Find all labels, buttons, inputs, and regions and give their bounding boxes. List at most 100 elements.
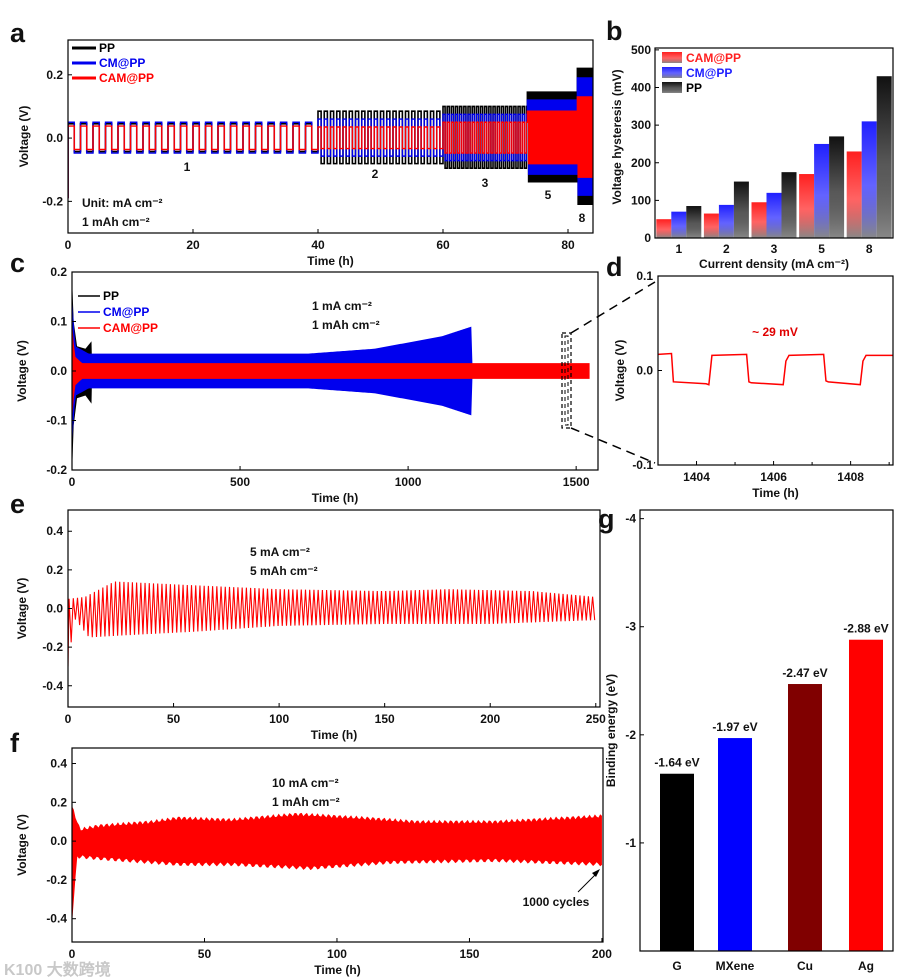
y-tick-label: -0.2 <box>42 640 63 654</box>
y-axis-label: Binding energy (eV) <box>604 674 618 787</box>
x-axis-label: Time (h) <box>312 491 358 505</box>
x-tick-label: 2 <box>723 242 730 256</box>
panel-letter-d: d <box>606 252 623 282</box>
bar-cm-pp <box>766 192 782 238</box>
panel-d-frame <box>657 275 894 466</box>
x-tick-label: 8 <box>866 242 873 256</box>
panel-f-frame <box>71 747 604 943</box>
panel-f-plot <box>72 806 602 925</box>
panel-a-plot <box>68 67 593 206</box>
panel-e-plot <box>68 581 596 667</box>
series-line-cam-pp <box>68 96 593 199</box>
y-tick-label: -3 <box>625 620 636 634</box>
bar-cam-pp <box>846 151 862 238</box>
x-tick-label: 50 <box>198 947 212 961</box>
unit-annotation: Unit: mA cm⁻² <box>82 196 163 210</box>
x-tick-label: 150 <box>375 712 395 726</box>
rate-annotation: 10 mA cm⁻² <box>272 776 339 790</box>
y-tick-label: -1 <box>625 836 636 850</box>
panel-f-axes: 0 50 100 150 200 -0.4 -0.2 0.0 0.2 0.4 Time (h) Vol… <box>15 757 612 977</box>
x-tick-label: 150 <box>459 947 479 961</box>
legend-label: CM@PP <box>103 305 149 319</box>
legend-swatch <box>662 52 682 63</box>
legend-swatch <box>662 67 682 78</box>
bar-value-label: -1.64 eV <box>654 756 699 770</box>
legend-label: CM@PP <box>99 56 145 70</box>
zoom-region-box <box>561 332 572 429</box>
capacity-annotation: 1 mAh cm⁻² <box>312 318 380 332</box>
bar-cam-pp <box>703 213 719 238</box>
x-axis-label: Time (h) <box>307 254 353 268</box>
rate-label: 8 <box>579 211 586 225</box>
x-tick-label: 20 <box>186 238 200 252</box>
capacity-annotation: 1 mAh cm⁻² <box>82 215 150 229</box>
y-tick-label: 0.0 <box>46 131 63 145</box>
rate-label: 3 <box>482 176 489 190</box>
y-tick-label: 0.0 <box>50 834 67 848</box>
bar-cu <box>788 684 822 951</box>
x-tick-label: 200 <box>592 947 612 961</box>
capacity-annotation: 5 mAh cm⁻² <box>250 564 318 578</box>
panel-letter-e: e <box>10 489 25 519</box>
y-axis-label: Voltage (V) <box>613 340 627 402</box>
capacity-annotation: 1 mAh cm⁻² <box>272 795 340 809</box>
x-tick-label: MXene <box>716 959 755 973</box>
x-tick-label: 60 <box>436 238 450 252</box>
y-tick-label: 500 <box>631 43 651 57</box>
y-axis-label: Voltage (V) <box>15 814 29 876</box>
watermark: K100 大数跨境 <box>4 960 111 977</box>
bar-ag <box>849 639 883 951</box>
legend-label: CAM@PP <box>99 71 154 85</box>
legend-label: PP <box>103 289 119 303</box>
y-tick-label: 0.0 <box>50 364 67 378</box>
legend-label: CAM@PP <box>686 51 741 65</box>
panel-g-frame <box>639 509 894 952</box>
bar-pp <box>686 206 702 238</box>
y-tick-label: -0.2 <box>46 463 67 477</box>
panel-a-frame <box>67 39 594 234</box>
y-tick-label: -2 <box>625 728 636 742</box>
y-tick-label: -0.2 <box>46 873 67 887</box>
panel-c-axes: 0 500 1000 1500 -0.2 -0.1 0.0 0.1 0.2 Time (h) Vol… <box>15 265 590 505</box>
y-tick-label: 0.2 <box>50 265 67 279</box>
bar-pp <box>733 181 749 238</box>
x-tick-label: 3 <box>771 242 778 256</box>
x-tick-label: 50 <box>167 712 181 726</box>
zoom-connector-bottom <box>570 427 656 464</box>
panel-d-plot <box>658 352 893 386</box>
x-axis-label: Time (h) <box>311 728 357 742</box>
legend-swatch <box>662 82 682 93</box>
panel-letter-b: b <box>606 16 623 46</box>
y-tick-label: 0.4 <box>50 757 67 771</box>
y-tick-label: -0.1 <box>632 458 653 472</box>
x-tick-label: 0 <box>69 947 76 961</box>
hysteresis-annotation: ~ 29 mV <box>752 325 798 339</box>
zoom-region-box-inner <box>564 335 569 426</box>
y-tick-label: 0.2 <box>50 795 67 809</box>
y-axis-label: Voltage (V) <box>15 340 29 402</box>
y-tick-label: -0.4 <box>46 912 67 926</box>
bar-cam-pp <box>656 219 672 238</box>
y-tick-label: 0.2 <box>46 68 63 82</box>
legend-label: CAM@PP <box>103 321 158 335</box>
bar-cm-pp <box>718 204 734 238</box>
zoom-connector-top <box>570 281 656 334</box>
panel-b-frame <box>654 47 894 239</box>
x-tick-label: 40 <box>311 238 325 252</box>
bar-mxene <box>718 738 752 951</box>
x-tick-label: 1404 <box>683 470 710 484</box>
series-line-cam-pp <box>658 352 893 386</box>
bar-value-label: -2.88 eV <box>843 622 888 636</box>
legend-label: CM@PP <box>686 66 732 80</box>
x-tick-label: Ag <box>858 959 874 973</box>
bar-cam-pp <box>799 174 815 238</box>
rate-annotation: 1 mA cm⁻² <box>312 299 372 313</box>
bar-cm-pp <box>671 211 687 238</box>
x-tick-label: 80 <box>561 238 575 252</box>
x-axis-label: Current density (mA cm⁻²) <box>699 257 849 271</box>
x-tick-label: Cu <box>797 959 813 973</box>
y-tick-label: 0.0 <box>636 364 653 378</box>
x-tick-label: 100 <box>269 712 289 726</box>
